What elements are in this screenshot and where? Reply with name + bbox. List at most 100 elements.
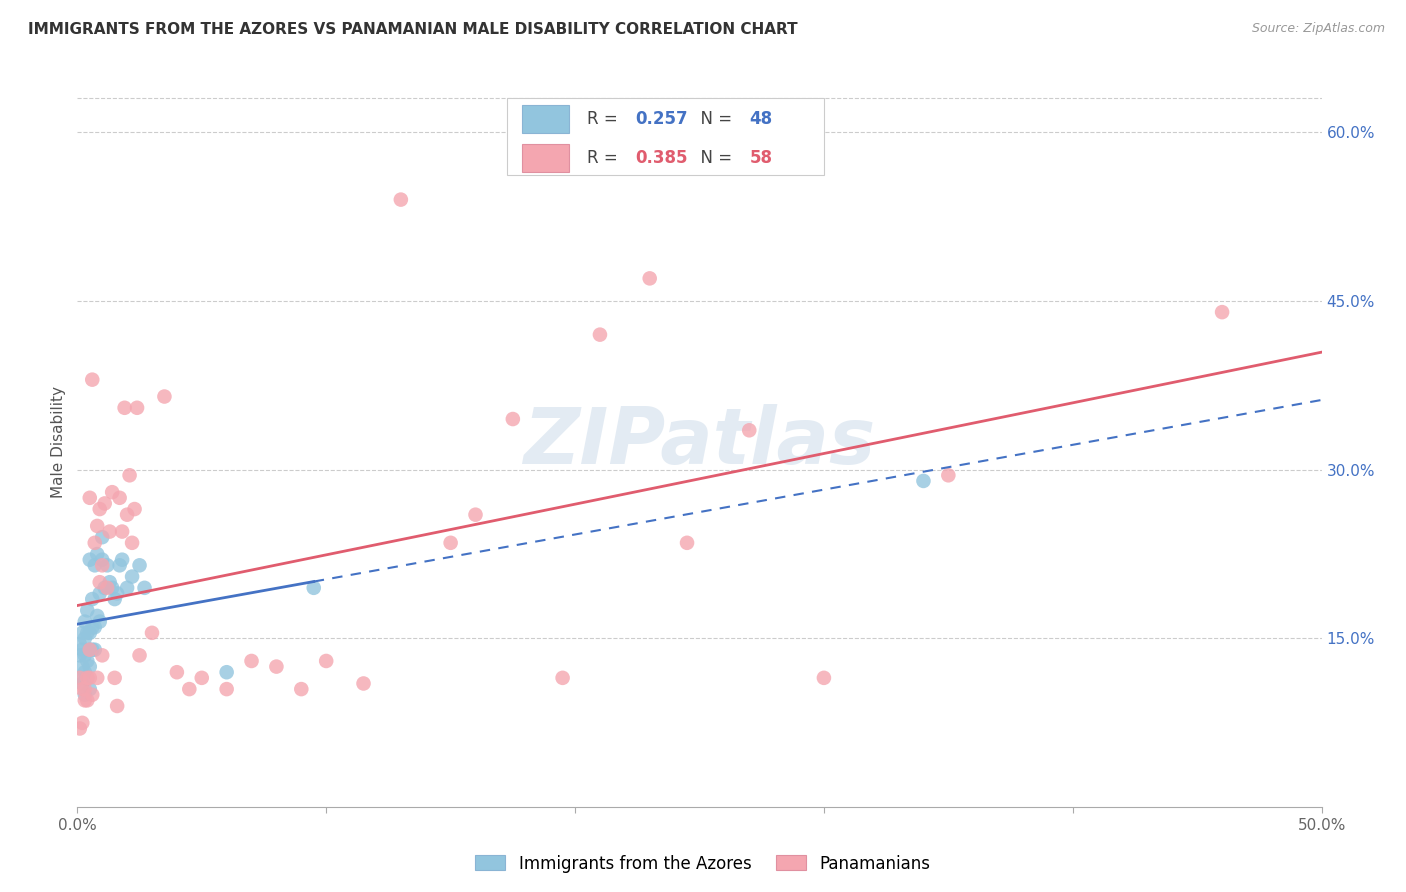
Point [115, 508, 138, 522]
Text: 0.257: 0.257 [634, 111, 688, 128]
Point [111, 552, 134, 566]
Point [79, 642, 101, 657]
Point [91, 558, 114, 573]
Point [89, 615, 111, 629]
Point [79, 671, 101, 685]
Point [73, 648, 96, 663]
Point [302, 581, 325, 595]
FancyBboxPatch shape [506, 98, 824, 175]
Point [83, 558, 105, 573]
Point [86, 547, 108, 561]
FancyBboxPatch shape [522, 144, 569, 171]
Point [551, 671, 574, 685]
Point [589, 327, 612, 342]
Point [638, 271, 661, 285]
Point [72, 682, 94, 697]
Legend: Immigrants from the Azores, Panamanians: Immigrants from the Azores, Panamanians [468, 848, 938, 880]
Point [79, 642, 101, 657]
Point [315, 654, 337, 668]
Point [72, 642, 94, 657]
Point [125, 401, 148, 415]
Point [83, 642, 105, 657]
Point [98, 575, 121, 590]
Text: 48: 48 [749, 111, 772, 128]
Point [82, 642, 104, 657]
Point [76, 625, 98, 640]
Point [79, 659, 101, 673]
Point [73, 688, 96, 702]
Point [96, 558, 118, 573]
Point [389, 193, 412, 207]
Point [69, 648, 91, 663]
Point [79, 682, 101, 697]
Point [69, 671, 91, 685]
Point [108, 558, 131, 573]
Point [912, 474, 935, 488]
Point [72, 625, 94, 640]
Point [93, 581, 115, 595]
Text: IMMIGRANTS FROM THE AZORES VS PANAMANIAN MALE DISABILITY CORRELATION CHART: IMMIGRANTS FROM THE AZORES VS PANAMANIAN… [28, 22, 797, 37]
Point [676, 536, 699, 550]
Text: N =: N = [689, 149, 737, 167]
Point [69, 637, 91, 651]
Point [76, 693, 98, 707]
Point [96, 581, 118, 595]
Text: ZIPatlas: ZIPatlas [523, 403, 876, 480]
Point [502, 412, 524, 426]
Point [166, 665, 188, 680]
Point [69, 722, 91, 736]
Point [101, 581, 124, 595]
Point [91, 648, 114, 663]
Point [86, 519, 108, 533]
Point [813, 671, 835, 685]
Point [353, 676, 375, 690]
Point [115, 581, 138, 595]
Point [121, 569, 143, 583]
Point [240, 654, 263, 668]
Point [76, 654, 98, 668]
Point [91, 530, 114, 544]
Point [79, 552, 101, 566]
Point [89, 502, 111, 516]
Text: Source: ZipAtlas.com: Source: ZipAtlas.com [1251, 22, 1385, 36]
Point [72, 715, 94, 730]
Point [128, 648, 150, 663]
Point [83, 536, 105, 550]
Text: R =: R = [588, 149, 623, 167]
Point [179, 682, 201, 697]
Text: N =: N = [689, 111, 737, 128]
Point [82, 592, 104, 607]
Y-axis label: Male Disability: Male Disability [51, 385, 66, 498]
Point [73, 693, 96, 707]
FancyBboxPatch shape [522, 105, 569, 133]
Point [121, 536, 143, 550]
Point [114, 401, 136, 415]
Point [104, 671, 127, 685]
Point [89, 575, 111, 590]
Point [89, 586, 111, 600]
Point [82, 620, 104, 634]
Point [86, 671, 108, 685]
Point [72, 659, 94, 673]
Text: 0.385: 0.385 [634, 149, 688, 167]
Point [98, 524, 121, 539]
Point [86, 609, 108, 624]
Point [266, 659, 288, 673]
Point [936, 468, 959, 483]
Point [76, 603, 98, 617]
Point [82, 373, 104, 387]
Point [738, 423, 761, 437]
Point [76, 671, 98, 685]
Point [73, 632, 96, 646]
Point [124, 502, 146, 516]
Point [134, 581, 156, 595]
Point [83, 620, 105, 634]
Point [105, 698, 128, 713]
Point [153, 390, 176, 404]
Point [91, 552, 114, 566]
Point [73, 615, 96, 629]
Point [101, 485, 124, 500]
Point [141, 625, 163, 640]
Point [215, 665, 238, 680]
Point [108, 491, 131, 505]
